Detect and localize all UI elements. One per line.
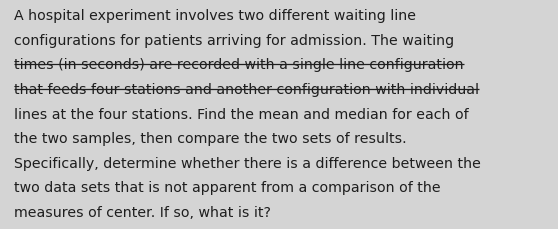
Text: two data sets that is not apparent from a comparison of the: two data sets that is not apparent from …: [14, 181, 441, 195]
Text: configurations for patients arriving for admission. The waiting: configurations for patients arriving for…: [14, 34, 454, 48]
Text: lines at the four stations. Find the mean and median for each of: lines at the four stations. Find the mea…: [14, 107, 469, 121]
Text: the two samples, then compare the two sets of results.: the two samples, then compare the two se…: [14, 132, 407, 146]
Text: times (in seconds) are recorded with a single line configuration: times (in seconds) are recorded with a s…: [14, 58, 464, 72]
Text: Specifically, determine whether there is a difference between the: Specifically, determine whether there is…: [14, 156, 481, 170]
Text: measures of center. If so, what is it?: measures of center. If so, what is it?: [14, 205, 271, 219]
Text: that feeds four stations and another configuration with individual: that feeds four stations and another con…: [14, 83, 479, 97]
Text: A hospital experiment involves two different waiting line: A hospital experiment involves two diffe…: [14, 9, 416, 23]
